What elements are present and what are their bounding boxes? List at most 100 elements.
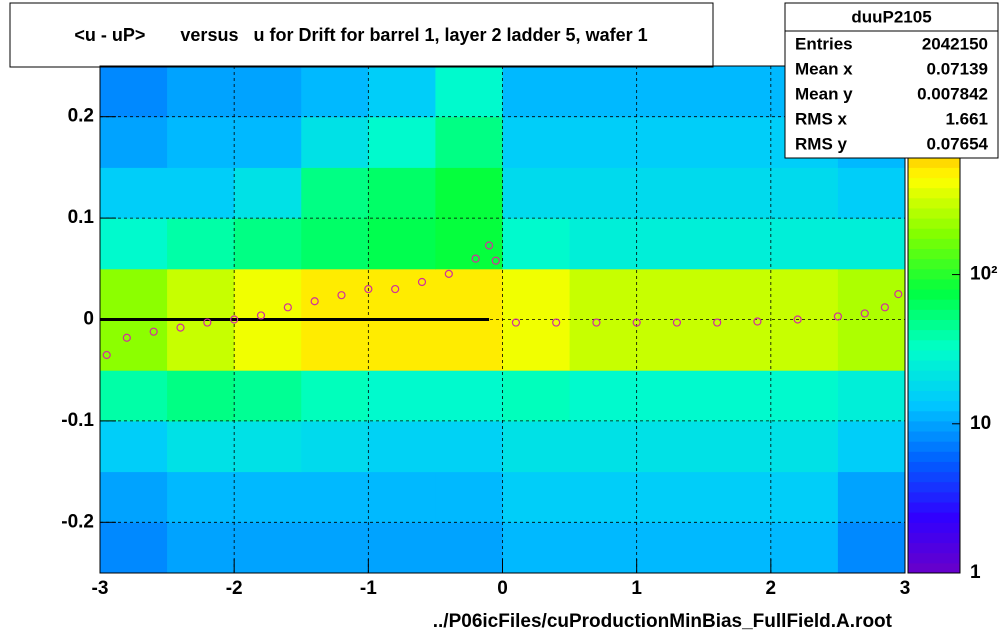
heatmap-cell	[703, 522, 772, 574]
heatmap-cell	[301, 522, 369, 574]
heatmap-cell	[167, 167, 235, 219]
profile-marker	[364, 284, 373, 294]
profile-marker	[471, 254, 480, 263]
profile-marker	[552, 318, 561, 327]
heatmap-cell	[569, 66, 638, 118]
heatmap-cell	[703, 116, 772, 168]
heatmap-cell	[301, 471, 369, 523]
heatmap-cell	[100, 522, 168, 574]
heatmap-cell	[636, 116, 705, 168]
color-bar-step	[908, 157, 960, 168]
profile-marker	[793, 315, 802, 324]
heatmap-cell	[167, 268, 235, 320]
heatmap-cell	[636, 522, 705, 574]
heatmap-cell	[569, 167, 638, 219]
x-tick-label: 3	[900, 578, 911, 599]
heatmap-cell	[301, 268, 369, 320]
profile-marker	[491, 256, 500, 265]
heatmap-cell	[301, 319, 369, 371]
heatmap-cell	[502, 218, 571, 270]
heatmap-cell	[435, 522, 503, 574]
heatmap-cell	[569, 420, 638, 473]
heatmap-cell	[502, 319, 571, 371]
heatmap-cell	[502, 167, 571, 219]
color-bar-step	[908, 258, 960, 270]
color-bar-step	[908, 187, 960, 199]
heatmap-cell	[301, 116, 369, 168]
heatmap-cell	[167, 370, 235, 422]
color-bar-step	[908, 360, 960, 371]
profile-marker	[176, 323, 185, 332]
heatmap-cell	[770, 522, 839, 574]
stats-name: duuP2105	[851, 7, 931, 26]
color-bar-step	[908, 339, 960, 351]
color-bar-step	[908, 522, 960, 533]
plot-area	[100, 66, 906, 574]
heatmap-cell	[301, 66, 369, 118]
stats-value: 0.007842	[917, 84, 988, 103]
heatmap-cell	[234, 268, 302, 320]
stats-value: 0.07654	[927, 134, 989, 153]
heatmap-cell	[368, 471, 436, 523]
heatmap-cell	[569, 319, 638, 371]
profile-marker	[484, 241, 494, 250]
color-bar-step	[908, 532, 960, 544]
heatmap-cell	[636, 420, 705, 473]
heatmap-cell	[234, 167, 302, 219]
heatmap-cell	[234, 420, 302, 473]
heatmap-cell	[502, 471, 571, 523]
profile-marker	[444, 269, 453, 278]
heatmap-cell	[167, 66, 235, 118]
heatmap-cell	[502, 370, 571, 422]
heatmap-cell	[636, 167, 705, 219]
heatmap-cell	[636, 268, 705, 320]
heatmap-cell	[837, 167, 906, 219]
heatmap-cell	[636, 218, 705, 270]
heatmap-cell	[167, 319, 235, 371]
heatmap-cell	[167, 522, 235, 574]
color-bar-step	[908, 349, 960, 361]
profile-marker	[833, 312, 843, 321]
x-axis-label: ../P06icFiles/cuProductionMinBias_FullFi…	[433, 611, 893, 632]
profile-marker	[310, 297, 319, 306]
color-bar-step	[908, 370, 960, 381]
profile-marker	[337, 291, 346, 300]
heatmap-cell	[234, 66, 302, 118]
z-tick-label: 10²	[970, 264, 997, 285]
heatmap-cell	[502, 66, 571, 118]
stats-box	[784, 2, 999, 159]
heatmap-cell	[234, 471, 302, 523]
color-bar-step	[908, 329, 960, 341]
heatmap-cell	[435, 116, 503, 168]
heatmap-cell	[703, 218, 772, 270]
y-tick-label: -0.2	[61, 511, 94, 532]
heatmap-cell	[368, 522, 436, 574]
stats-value: 0.07139	[927, 59, 988, 78]
heatmap-cell	[636, 471, 705, 523]
color-bar-step	[908, 218, 960, 229]
color-bar-step	[908, 309, 960, 320]
color-bar-step	[908, 278, 960, 290]
heatmap-cell	[368, 319, 436, 371]
profile-marker	[672, 318, 682, 327]
heatmap-cell	[100, 420, 168, 473]
color-bar-step	[908, 512, 960, 523]
heatmap-cell	[703, 319, 772, 371]
heatmap-cell	[301, 420, 369, 473]
heatmap-cell	[435, 66, 503, 118]
heatmap-cell	[703, 471, 772, 523]
y-tick-label: -0.1	[61, 410, 94, 431]
x-tick-label: -3	[92, 578, 109, 599]
color-bar-step	[908, 552, 960, 564]
heatmap-cell	[636, 319, 705, 371]
heatmap-cell	[837, 319, 906, 371]
heatmap-cell	[234, 522, 302, 574]
heatmap-cell	[435, 370, 503, 422]
heatmap-cell	[569, 370, 638, 422]
profile-marker	[283, 303, 292, 312]
heatmap-cell	[770, 370, 839, 422]
stats-label: Mean y	[795, 84, 853, 103]
heatmap-cell	[100, 116, 168, 168]
heatmap-cell	[569, 471, 638, 523]
